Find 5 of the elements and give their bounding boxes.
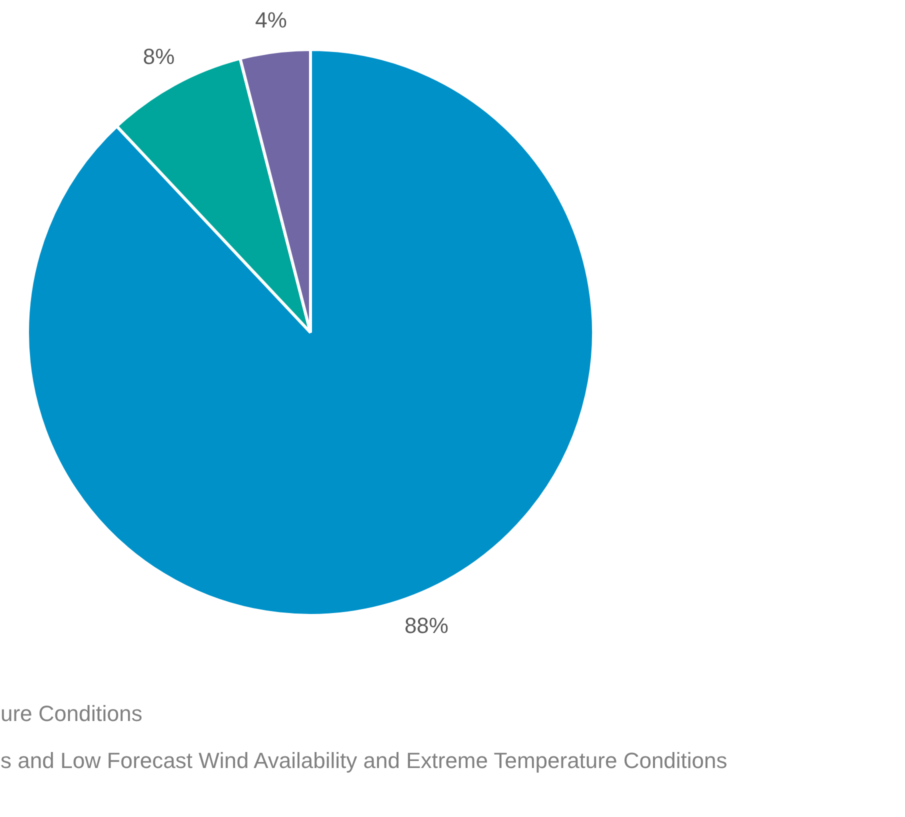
data-label: 8% [142, 44, 175, 69]
data-label: 4% [255, 7, 287, 32]
text: s and Low Forecast Wind Availability and Extreme Temperature Conditions [0, 748, 728, 773]
text: ure Conditions [0, 701, 142, 726]
data-label: 88% [404, 612, 448, 638]
